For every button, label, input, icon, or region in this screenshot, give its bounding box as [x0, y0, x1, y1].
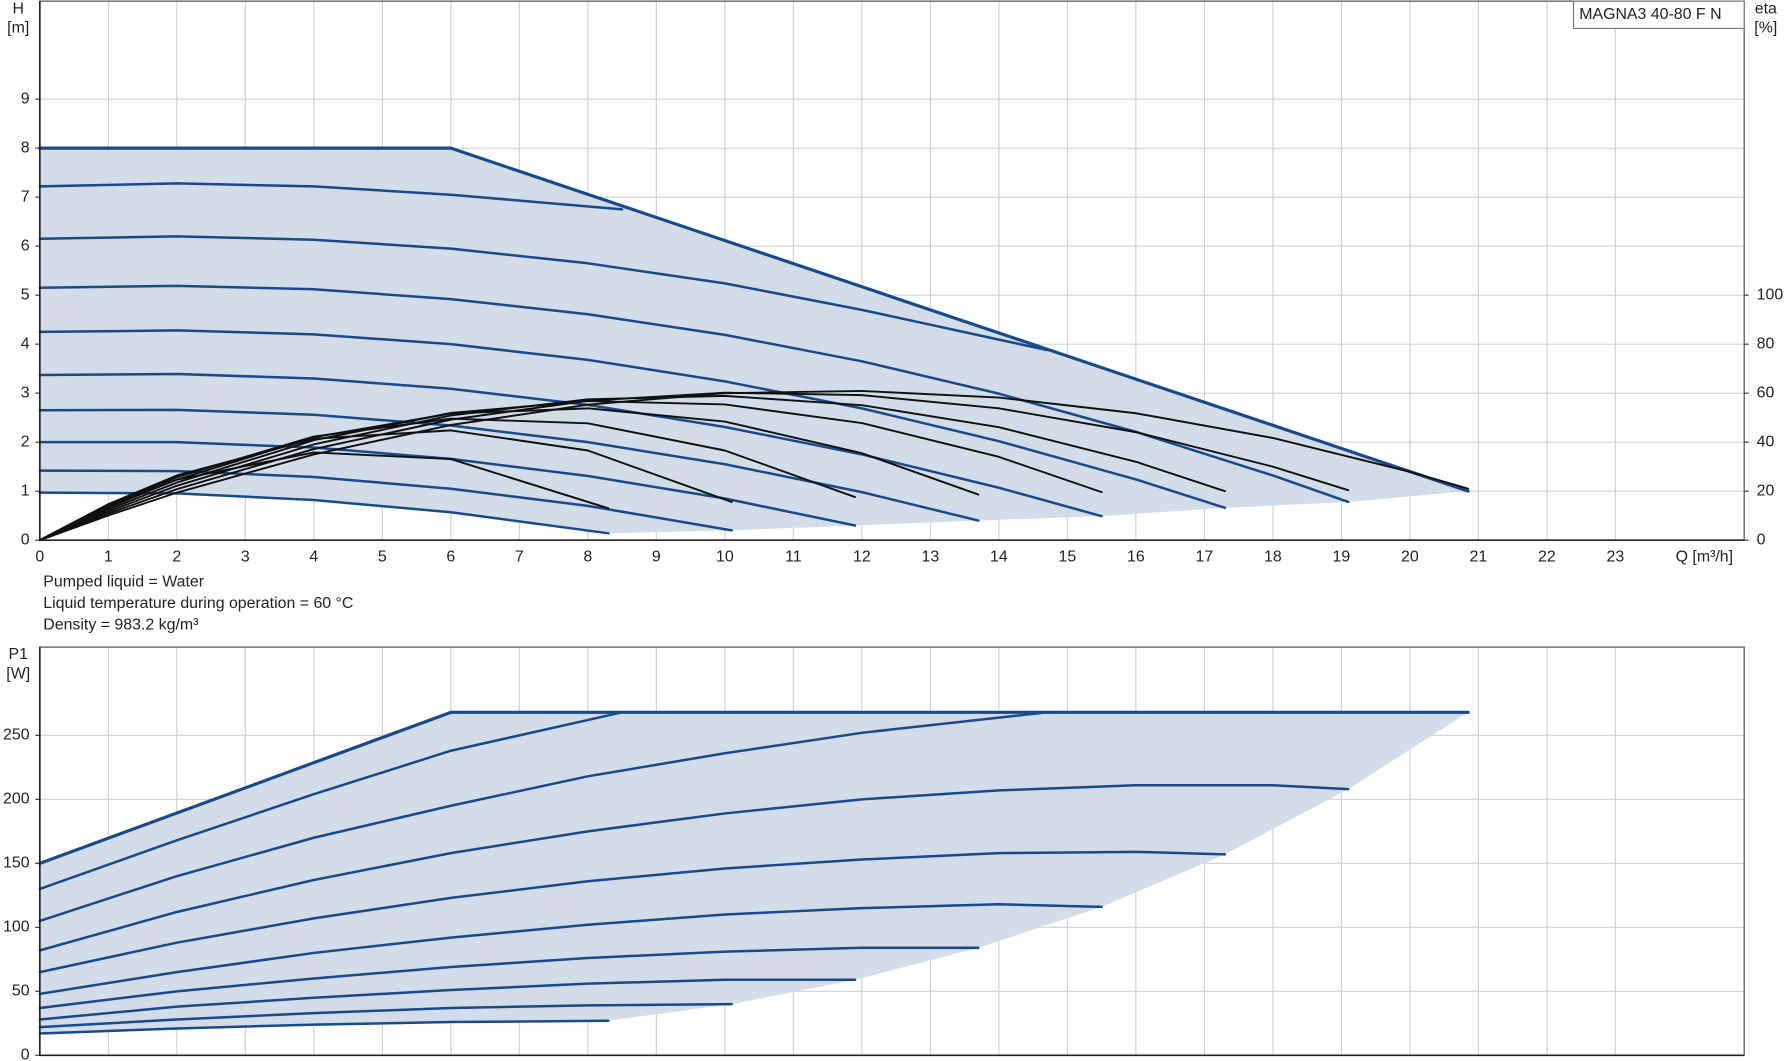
product-box — [1572, 0, 1745, 29]
x-tick-label: 12 — [853, 548, 871, 565]
y-tick-label: 0 — [21, 531, 30, 548]
y-tick-label: 50 — [12, 983, 30, 1000]
note: Density = 983.2 kg/m³ — [43, 617, 198, 634]
y-tick-label: 7 — [21, 188, 30, 205]
curve — [38, 711, 1049, 923]
curve — [38, 284, 1350, 504]
x-tick-label: 1 — [104, 548, 113, 565]
x-tick-label: 2 — [172, 548, 181, 565]
y-tick-label: 5 — [21, 286, 30, 303]
x-tick-label: 13 — [922, 548, 940, 565]
curve — [38, 1002, 733, 1029]
x-tick-label: 7 — [515, 548, 524, 565]
curve — [38, 946, 980, 1010]
y-axis-unit: [m] — [7, 20, 29, 37]
efficiency-curve — [38, 391, 1350, 542]
y2-tick-label: 100 — [1757, 286, 1784, 303]
x-tick-label: 9 — [652, 548, 661, 565]
x-tick-label: 8 — [583, 548, 592, 565]
y-tick-label: 250 — [3, 727, 30, 744]
y-tick-label: 150 — [3, 855, 30, 872]
curve — [38, 469, 733, 532]
curve — [38, 408, 980, 522]
curve — [38, 850, 1227, 974]
x-axis-label: Q [m³/h] — [1676, 548, 1733, 565]
curve — [38, 784, 1350, 952]
curve — [38, 711, 624, 891]
x-tick-label: 11 — [785, 548, 802, 565]
note: Pumped liquid = Water — [43, 573, 205, 590]
x-tick-label: 10 — [716, 548, 734, 565]
y-tick-label: 100 — [3, 919, 30, 936]
y-tick-label: 3 — [21, 384, 30, 401]
y2-tick-label: 40 — [1757, 433, 1775, 450]
curve — [38, 329, 1227, 510]
y-axis-unit: [W] — [6, 666, 30, 683]
x-tick-label: 15 — [1059, 548, 1077, 565]
y2-tick-label: 80 — [1757, 335, 1775, 352]
y-tick-label: 4 — [21, 335, 30, 352]
x-tick-label: 17 — [1196, 548, 1214, 565]
x-tick-label: 16 — [1127, 548, 1145, 565]
y-tick-label: 9 — [21, 90, 30, 107]
y2-axis-label: eta — [1755, 0, 1777, 17]
x-tick-label: 4 — [309, 548, 318, 565]
x-tick-label: 14 — [990, 548, 1008, 565]
curve — [38, 1019, 610, 1035]
x-tick-label: 19 — [1333, 548, 1351, 565]
x-tick-label: 6 — [446, 548, 455, 565]
x-tick-label: 22 — [1538, 548, 1556, 565]
y-axis-label: H — [12, 0, 24, 17]
note: Liquid temperature during operation = 60… — [43, 595, 353, 612]
curve — [38, 903, 1103, 996]
y2-tick-label: 60 — [1757, 384, 1775, 401]
y-tick-label: 0 — [21, 1047, 30, 1061]
y-axis-label: P1 — [8, 646, 28, 663]
efficiency-curve — [38, 429, 733, 542]
x-tick-label: 20 — [1401, 548, 1419, 565]
x-tick-label: 18 — [1264, 548, 1282, 565]
x-tick-label: 21 — [1470, 548, 1488, 565]
y-tick-label: 200 — [3, 791, 30, 808]
curve — [38, 710, 1470, 865]
operating-area — [39, 712, 1469, 1034]
x-tick-label: 0 — [35, 548, 44, 565]
y-tick-label: 6 — [21, 237, 30, 254]
y2-tick-label: 20 — [1757, 482, 1775, 499]
curve — [38, 235, 1049, 352]
x-tick-label: 23 — [1607, 548, 1625, 565]
curve — [38, 491, 610, 535]
y-tick-label: 8 — [21, 139, 30, 156]
y-tick-label: 2 — [21, 433, 30, 450]
y2-axis-unit: [%] — [1754, 20, 1777, 37]
efficiency-curve — [38, 389, 1470, 542]
curve — [38, 182, 624, 211]
x-tick-label: 3 — [241, 548, 250, 565]
efficiency-curve — [38, 394, 1226, 542]
curve — [38, 978, 857, 1021]
product-name: MAGNA3 40-80 F N — [1579, 6, 1721, 23]
y2-tick-label: 0 — [1757, 531, 1766, 548]
x-tick-label: 5 — [378, 548, 387, 565]
y-tick-label: 1 — [21, 482, 30, 499]
curve — [38, 146, 1470, 493]
